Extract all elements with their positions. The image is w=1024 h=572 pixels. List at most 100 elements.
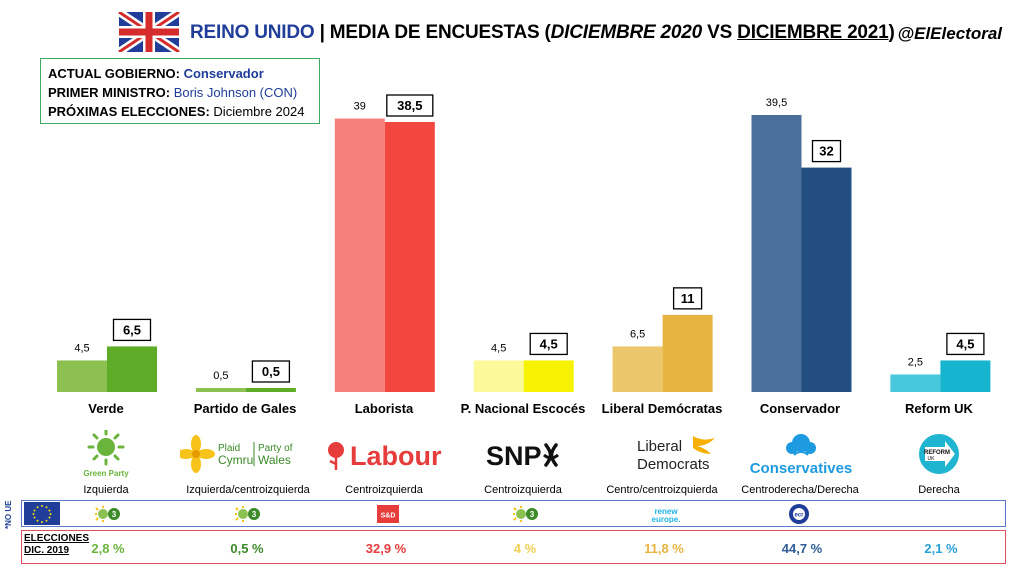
libdem-logo: Liberal Democrats [592, 430, 732, 478]
party-name-conservative: Conservador [759, 401, 841, 416]
label-2021-verde: 6,5 [123, 322, 141, 337]
label-box-2021-reform [946, 332, 985, 356]
party-name-labour: Laborista [354, 401, 414, 416]
uk-flag-icon [118, 12, 180, 52]
svg-text:europe.: europe. [652, 515, 681, 523]
label-2021-conservative: 32 [819, 144, 833, 159]
label-2020-labour: 39 [354, 101, 366, 113]
svg-text:Party of: Party of [258, 443, 293, 454]
party-name-plaid: Partido de Gales [193, 401, 297, 416]
label-box-2021-libdem [672, 287, 703, 310]
bar-2021-labour [384, 122, 435, 392]
election-2019-libdem: 11,8 % [644, 541, 684, 556]
label-2021-labour: 38,5 [397, 98, 422, 113]
bar-2020-conservative [751, 115, 802, 392]
svg-text:SNP: SNP [486, 441, 542, 471]
labour-rose-icon: Labour [328, 441, 442, 471]
label-box-2021-conservative [811, 139, 842, 163]
svg-text:Labour: Labour [350, 441, 442, 471]
svg-text:UK: UK [928, 456, 936, 462]
svg-text:ecr: ecr [794, 513, 804, 519]
eu-flag-icon [24, 502, 60, 525]
eu-group-greens-snp-icon: 3 [508, 503, 544, 525]
ideology-verde: Izquierda [83, 484, 129, 496]
svg-text:Democrats: Democrats [637, 456, 710, 473]
plaid-cymru-icon: Plaid Cymru Party of Wales [180, 435, 293, 473]
ideology-plaid: Izquierda/centroizquierda [186, 484, 310, 496]
svg-text:S&D: S&D [381, 513, 396, 520]
ideology-snp: Centroizquierda [484, 484, 562, 496]
svg-text:Plaid: Plaid [218, 443, 240, 454]
elections-2019-label: ELECCIONES DIC. 2019 [24, 533, 90, 556]
reform-uk-logo: REFORM UK [869, 430, 1009, 478]
label-box-2021-plaid [251, 360, 291, 383]
bar-2021-conservative [801, 167, 852, 392]
party-name-snp: P. Nacional Escocés [460, 401, 586, 416]
eu-group-sd-icon: S&D [375, 503, 401, 525]
label-2021-snp: 4,5 [540, 336, 558, 351]
party-name-verde: Verde [88, 401, 124, 416]
label-2020-snp: 4,5 [491, 342, 506, 354]
svg-text:3: 3 [530, 510, 535, 519]
eu-group-greens-plaid-icon: 3 [230, 503, 266, 525]
bar-2021-verde [107, 346, 157, 392]
ideology-reform: Derecha [918, 484, 960, 496]
ideology-libdem: Centro/centroizquierda [606, 484, 718, 496]
label-2021-libdem: 11 [681, 291, 695, 306]
eu-group-ecr-icon: ecr [786, 503, 812, 525]
bar-2020-verde [57, 360, 107, 392]
svg-text:Liberal: Liberal [637, 438, 682, 455]
page-title: REINO UNIDO | MEDIA DE ENCUESTAS (DICIEM… [190, 22, 895, 43]
conservative-logo: Conservatives [731, 430, 871, 478]
bar-2020-plaid [195, 388, 246, 392]
prime-minister-value: Boris Johnson (CON) [173, 85, 298, 100]
government-value: Conservador [183, 66, 264, 81]
svg-text:Conservatives: Conservatives [750, 460, 853, 477]
label-box-2021-verde [112, 318, 152, 342]
bar-2021-snp [523, 360, 574, 392]
svg-text:Cymru: Cymru [218, 453, 253, 467]
label-box-2021-labour [386, 94, 434, 117]
author-handle: @ElElectoral [897, 24, 1002, 43]
svg-text:3: 3 [252, 510, 257, 519]
government-info-box: ACTUAL GOBIERNO: Conservador PRIMER MINI… [40, 58, 320, 124]
bar-2020-reform [890, 374, 941, 392]
eu-group-renew-icon: renew europe. [636, 503, 696, 525]
elections-2019-row [21, 530, 1006, 564]
country-name: REINO UNIDO [190, 22, 315, 43]
bar-2020-libdem [612, 346, 663, 392]
ideology-labour: Centroizquierda [345, 484, 423, 496]
libdem-bird-icon: Liberal Democrats [637, 436, 715, 473]
label-2020-libdem: 6,5 [630, 328, 645, 340]
label-2020-plaid: 0,5 [213, 370, 228, 382]
party-name-libdem: Liberal Demócratas [601, 401, 723, 416]
party-name-reform: Reform UK [905, 401, 973, 416]
label-2021-reform: 4,5 [956, 336, 974, 351]
eu-group-row [21, 500, 1006, 527]
label-2020-verde: 4,5 [74, 342, 89, 354]
election-2019-plaid: 0,5 % [230, 541, 264, 556]
label-box-2021-snp [529, 332, 568, 356]
snp-logo: SNP [453, 430, 593, 478]
eu-group-greens-icon: 3 [90, 503, 126, 525]
label-2020-conservative: 39,5 [766, 97, 787, 109]
poll-bar-chart: 4,5 6,5 0,5 0,5 39 38,5 4,5 4,5 6,5 11 39,5 32 2,5 4,… [57, 94, 991, 392]
svg-text:3: 3 [112, 510, 117, 519]
bar-2021-plaid [245, 388, 296, 392]
svg-text:REFORM: REFORM [924, 450, 950, 456]
svg-text:Wales: Wales [258, 453, 291, 467]
svg-text:renew: renew [654, 507, 678, 516]
election-2019-snp: 4 % [513, 541, 537, 556]
election-2019-reform: 2,1 % [924, 541, 958, 556]
label-2020-reform: 2,5 [908, 356, 923, 368]
bar-2020-snp [473, 360, 524, 392]
green-party-icon: Green Party [83, 430, 129, 478]
election-2019-labour: 32,9 % [365, 541, 407, 556]
no-eu-label: *NO UE [4, 500, 13, 529]
bar-2020-labour [334, 118, 385, 392]
bar-2021-libdem [662, 314, 713, 392]
label-2021-plaid: 0,5 [262, 364, 280, 379]
snp-icon: SNP [486, 441, 559, 471]
election-2019-conservative: 44,7 % [781, 541, 823, 556]
reform-arrow-icon: REFORM UK [919, 434, 959, 474]
